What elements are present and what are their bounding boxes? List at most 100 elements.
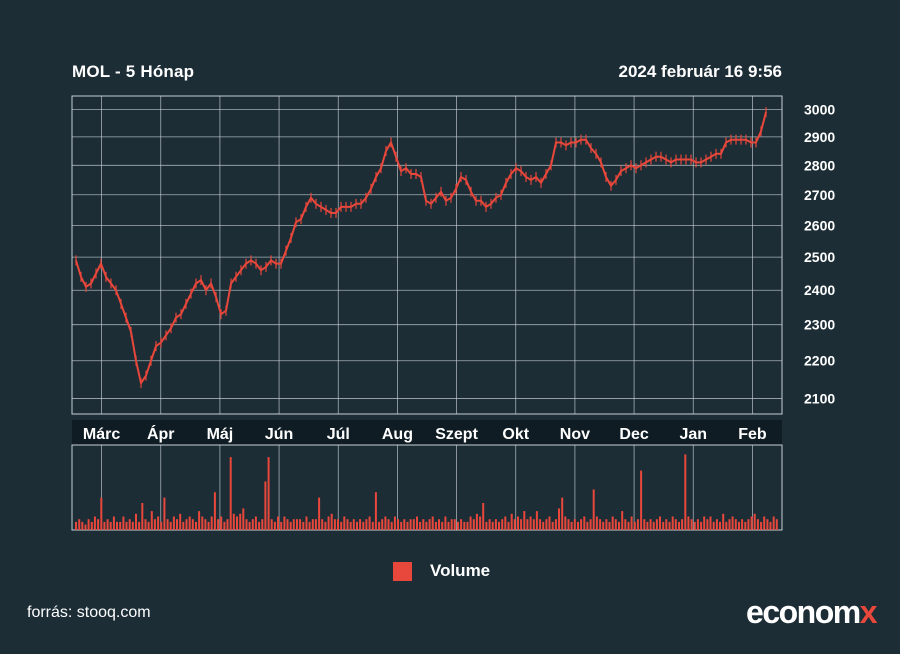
volume-bar <box>649 519 652 530</box>
y-tick-label: 2700 <box>804 187 835 203</box>
y-tick-label: 2300 <box>804 317 835 333</box>
volume-bar <box>93 516 96 530</box>
volume-bar <box>542 521 545 530</box>
volume-bar <box>703 516 706 530</box>
volume-bar <box>450 519 453 530</box>
volume-bar <box>195 521 197 530</box>
volume-bar <box>128 519 131 530</box>
legend-swatch <box>393 561 412 581</box>
volume-bar <box>131 521 134 530</box>
volume-bar <box>763 516 766 530</box>
y-tick-label: 2900 <box>804 129 835 145</box>
volume-bar <box>277 516 279 530</box>
volume-bar <box>684 454 687 530</box>
volume-bar <box>621 511 624 530</box>
volume-bar <box>769 521 772 530</box>
volume-bar <box>453 519 456 530</box>
volume-bar <box>709 516 712 530</box>
volume-bar <box>368 516 371 530</box>
volume-bar <box>523 511 526 530</box>
volume-bar <box>305 516 308 530</box>
volume-bar <box>535 511 538 530</box>
volume-bar <box>153 519 156 530</box>
volume-bar <box>286 519 289 530</box>
volume-bar <box>254 516 257 530</box>
volume-bar <box>270 519 273 530</box>
volume-bar <box>87 519 90 530</box>
volume-bar <box>220 516 223 530</box>
volume-bar <box>627 521 630 530</box>
volume-bar <box>264 481 267 530</box>
volume-bar <box>605 519 608 530</box>
chart-timestamp: 2024 február 16 9:56 <box>618 62 783 81</box>
volume-bar <box>157 516 160 530</box>
volume-bar <box>570 521 573 530</box>
volume-bar <box>513 519 516 530</box>
volume-bar <box>624 519 627 530</box>
volume-bar <box>299 519 302 530</box>
x-tick-label: Dec <box>619 426 648 443</box>
volume-bar <box>109 521 112 530</box>
price-plot-area <box>71 95 783 415</box>
volume-bar <box>520 519 523 530</box>
volume-bar <box>725 521 728 530</box>
volume-bar <box>665 519 668 530</box>
volume-bar <box>176 519 178 530</box>
volume-bar <box>756 519 759 530</box>
volume-bar <box>318 497 321 530</box>
volume-bar <box>258 521 261 530</box>
volume-bar <box>760 521 763 530</box>
volume-bar <box>340 521 343 530</box>
source-note: forrás: stooq.com <box>27 604 151 621</box>
volume-bar <box>734 519 737 530</box>
volume-bar <box>204 519 207 530</box>
volume-bar <box>106 519 109 530</box>
volume-bar <box>81 521 84 530</box>
volume-bar <box>636 519 639 530</box>
volume-bar <box>548 516 551 530</box>
volume-bar <box>191 519 194 530</box>
volume-bar <box>700 521 703 530</box>
volume-bar <box>460 519 463 530</box>
volume-bar <box>614 519 617 530</box>
volume-bar <box>425 521 428 530</box>
volume-bar <box>273 521 276 530</box>
grid-lines <box>72 96 782 530</box>
y-tick-label: 3000 <box>804 101 835 117</box>
volume-bar <box>116 521 118 530</box>
volume-bar <box>210 516 213 530</box>
volume-bar <box>441 521 444 530</box>
volume-bar <box>236 516 238 530</box>
volume-bar <box>681 519 684 530</box>
volume-bar <box>472 519 475 530</box>
volume-bar <box>561 497 564 530</box>
y-tick-label: 2100 <box>804 390 835 406</box>
volume-bar <box>659 516 661 530</box>
y-tick-label: 2500 <box>804 249 835 265</box>
volume-bar <box>753 513 756 530</box>
volume-bar <box>501 519 504 530</box>
volume-bar <box>397 519 399 530</box>
volume-bar <box>150 511 153 530</box>
volume-bar <box>289 521 292 530</box>
volume-bar <box>267 457 270 530</box>
volume-bar <box>387 519 390 530</box>
volume-bar <box>226 519 229 530</box>
x-tick-label: Feb <box>738 426 767 443</box>
economx-logo: economx <box>746 594 878 631</box>
volume-plot-area <box>71 444 783 531</box>
volume-bar <box>498 521 500 530</box>
volume-bar <box>532 519 535 530</box>
volume-bar <box>731 516 734 530</box>
volume-bar <box>592 489 595 530</box>
volume-bar <box>674 519 677 530</box>
volume-bar <box>428 519 431 530</box>
volume-bar <box>643 519 646 530</box>
volume-bar <box>330 513 333 530</box>
price-series <box>75 107 767 389</box>
volume-bar <box>608 521 611 530</box>
volume-bar <box>633 521 636 530</box>
x-tick-label: Jún <box>265 426 293 443</box>
volume-bar <box>526 519 529 530</box>
volume-bar <box>529 516 532 530</box>
